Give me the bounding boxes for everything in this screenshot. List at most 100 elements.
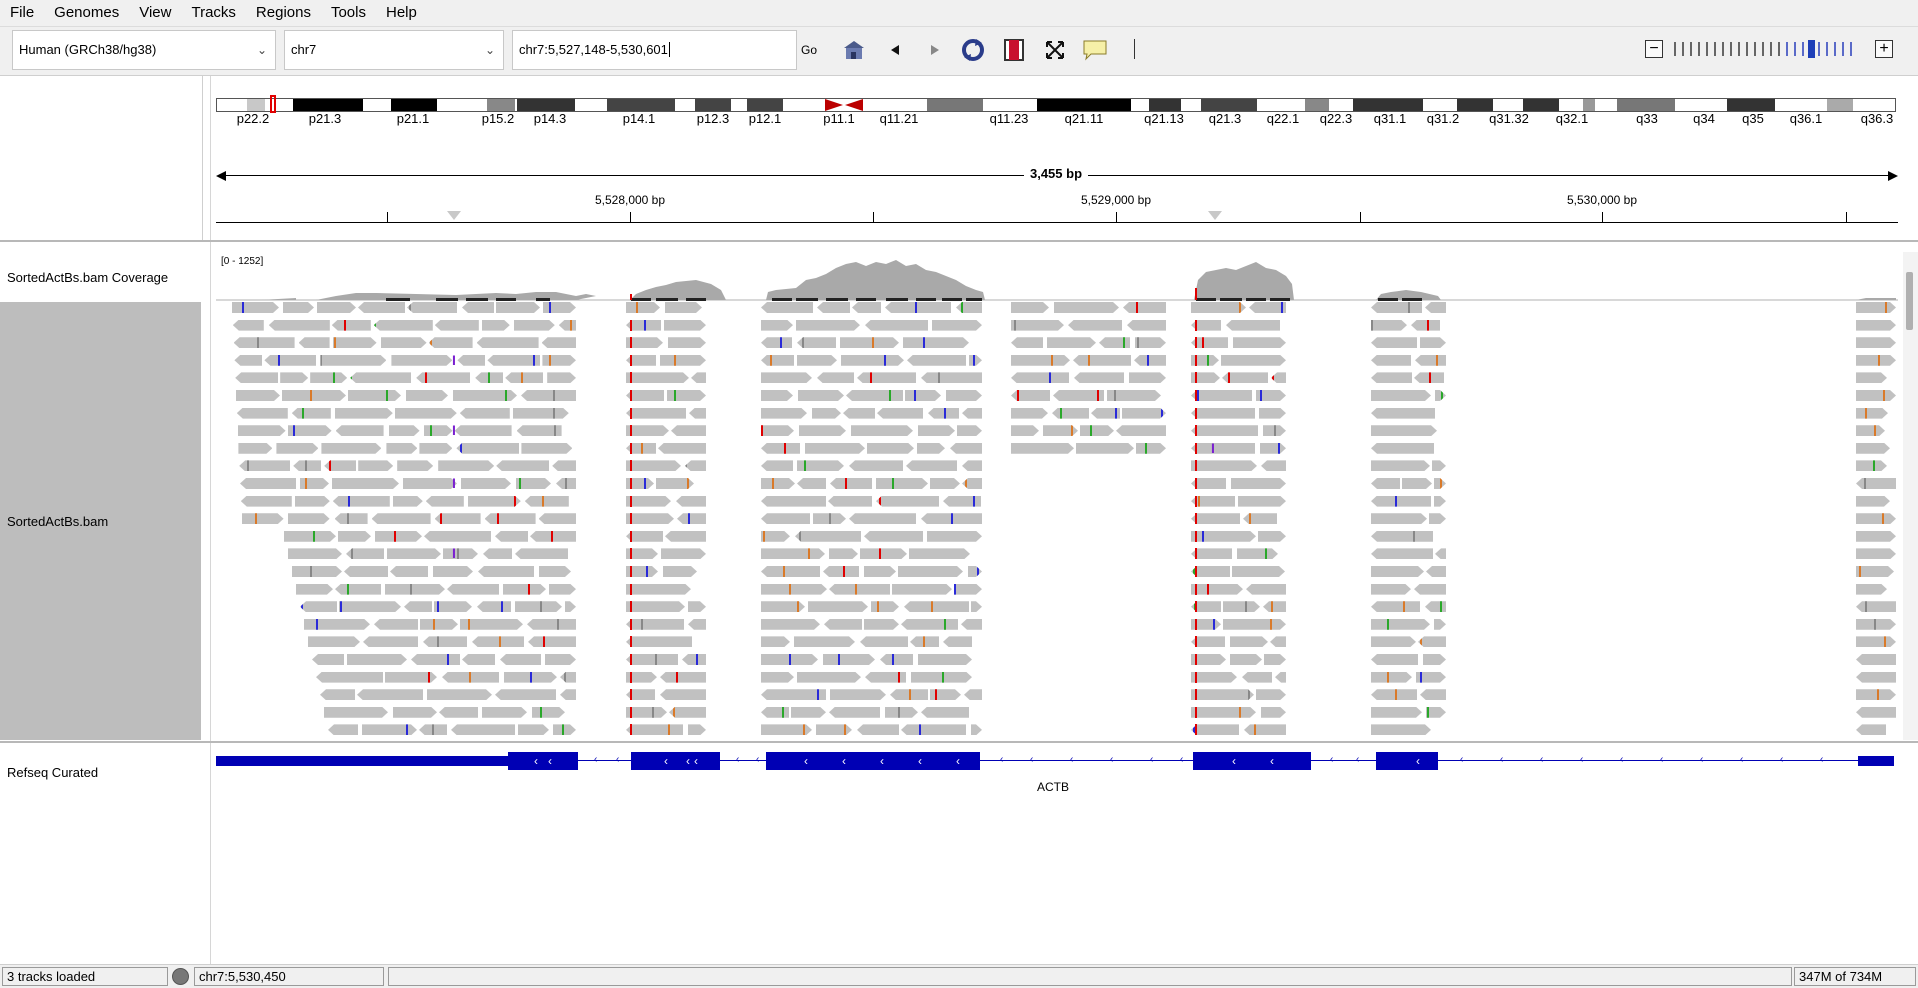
region-of-interest-icon[interactable]: [1001, 37, 1027, 63]
read[interactable]: [295, 496, 330, 507]
read[interactable]: [911, 672, 972, 683]
read[interactable]: [688, 724, 706, 735]
read[interactable]: [813, 513, 846, 524]
read[interactable]: [957, 425, 982, 436]
read[interactable]: [419, 443, 452, 454]
read[interactable]: [1856, 566, 1894, 577]
read[interactable]: [864, 530, 923, 542]
read[interactable]: [1223, 601, 1260, 612]
read[interactable]: [626, 513, 674, 524]
read[interactable]: [1191, 302, 1246, 313]
read[interactable]: [626, 530, 663, 542]
read[interactable]: [459, 407, 510, 419]
read[interactable]: [677, 513, 706, 525]
read[interactable]: [660, 355, 706, 366]
read[interactable]: [1371, 689, 1417, 701]
read[interactable]: [840, 337, 899, 348]
read[interactable]: [1371, 320, 1407, 331]
read[interactable]: [404, 601, 432, 613]
read[interactable]: [476, 337, 539, 349]
read[interactable]: [1415, 354, 1446, 366]
read[interactable]: [462, 654, 495, 665]
insertion-marker[interactable]: I: [1211, 439, 1215, 456]
read[interactable]: [331, 319, 371, 331]
read[interactable]: [333, 337, 377, 348]
read[interactable]: [524, 495, 569, 507]
read[interactable]: [1371, 530, 1433, 542]
read[interactable]: [1856, 320, 1896, 331]
read[interactable]: [515, 548, 568, 560]
read[interactable]: [969, 355, 982, 366]
read[interactable]: [556, 478, 576, 489]
zoom-slider[interactable]: [1672, 39, 1868, 59]
read[interactable]: [865, 671, 906, 683]
read[interactable]: [1231, 478, 1286, 489]
read[interactable]: [829, 548, 858, 559]
read[interactable]: [1244, 724, 1286, 736]
read[interactable]: [1371, 619, 1430, 630]
read[interactable]: [515, 601, 562, 612]
read[interactable]: [543, 302, 576, 313]
menu-tracks[interactable]: Tracks: [191, 4, 236, 21]
read[interactable]: [1856, 689, 1896, 700]
read[interactable]: [462, 302, 494, 313]
read[interactable]: [482, 707, 527, 718]
read[interactable]: [293, 460, 322, 472]
read[interactable]: [761, 408, 807, 419]
read[interactable]: [892, 584, 952, 595]
read[interactable]: [547, 372, 576, 383]
read[interactable]: [890, 689, 928, 701]
read[interactable]: [867, 443, 914, 454]
read[interactable]: [1371, 724, 1431, 735]
read[interactable]: [434, 601, 472, 612]
read[interactable]: [298, 337, 330, 349]
genome-select[interactable]: Human (GRCh38/hg38) ⌄: [12, 30, 276, 70]
read[interactable]: [665, 530, 706, 542]
read[interactable]: [451, 724, 515, 736]
read[interactable]: [514, 320, 555, 331]
read[interactable]: [304, 619, 370, 630]
read[interactable]: [1275, 671, 1286, 683]
read[interactable]: [761, 724, 812, 735]
read[interactable]: [761, 584, 827, 595]
read[interactable]: [482, 320, 510, 331]
read[interactable]: [1423, 654, 1446, 665]
read[interactable]: [1420, 689, 1446, 701]
read[interactable]: [1129, 372, 1166, 383]
read[interactable]: [1856, 408, 1888, 419]
read[interactable]: [1856, 425, 1885, 436]
read[interactable]: [504, 672, 557, 683]
read[interactable]: [761, 636, 790, 647]
read[interactable]: [1425, 302, 1446, 313]
read[interactable]: [1237, 548, 1278, 559]
read[interactable]: [797, 460, 844, 471]
read[interactable]: [823, 654, 875, 665]
read[interactable]: [1371, 478, 1400, 489]
read[interactable]: [668, 337, 706, 348]
read[interactable]: [626, 707, 667, 718]
read[interactable]: [1191, 425, 1258, 437]
read[interactable]: [447, 583, 499, 595]
read[interactable]: [864, 619, 899, 630]
read[interactable]: [312, 654, 344, 665]
menu-genomes[interactable]: Genomes: [54, 4, 120, 21]
read[interactable]: [276, 443, 318, 454]
read[interactable]: [1191, 355, 1219, 366]
read[interactable]: [328, 724, 358, 736]
read[interactable]: [1856, 531, 1896, 542]
read[interactable]: [381, 337, 427, 348]
read[interactable]: [918, 425, 955, 436]
read[interactable]: [849, 460, 903, 472]
read[interactable]: [282, 390, 346, 401]
read[interactable]: [558, 319, 576, 331]
read[interactable]: [528, 636, 576, 648]
read[interactable]: [1856, 355, 1896, 366]
read[interactable]: [918, 654, 972, 665]
read[interactable]: [1856, 302, 1896, 313]
read[interactable]: [876, 495, 939, 507]
read[interactable]: [1414, 583, 1446, 595]
read[interactable]: [1856, 601, 1896, 613]
read[interactable]: [385, 584, 445, 595]
read[interactable]: [956, 302, 982, 313]
read[interactable]: [761, 460, 793, 472]
